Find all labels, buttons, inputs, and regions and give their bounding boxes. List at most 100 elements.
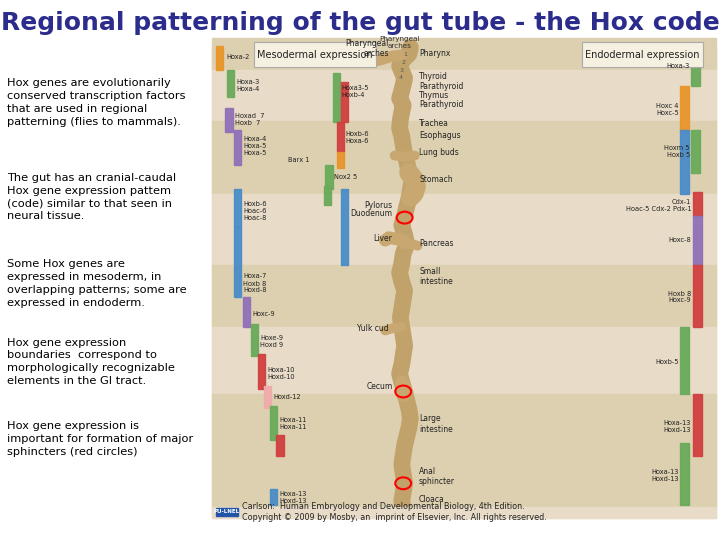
Bar xyxy=(234,130,241,165)
Text: Thyroid: Thyroid xyxy=(419,72,448,81)
Bar xyxy=(341,189,348,265)
Text: Hoxc-8: Hoxc-8 xyxy=(668,237,691,244)
Text: Hoxb 8
Hoxc-9: Hoxb 8 Hoxc-9 xyxy=(668,291,691,303)
Text: 3: 3 xyxy=(400,68,404,73)
Bar xyxy=(212,265,716,327)
Text: Carlson:  Human Embryology and Developmental Biology, 4th Edition.
Copyright © 2: Carlson: Human Embryology and Developmen… xyxy=(242,502,546,522)
Text: Hoxb-5: Hoxb-5 xyxy=(655,359,679,365)
Text: Pharyngeal
arches: Pharyngeal arches xyxy=(379,36,420,49)
Text: Cloaca: Cloaca xyxy=(419,495,445,504)
Bar xyxy=(212,394,716,508)
Bar xyxy=(0,0,720,46)
Text: Cdx-1
Hoac-5 Cdx-2 Pdx-1: Cdx-1 Hoac-5 Cdx-2 Pdx-1 xyxy=(626,199,691,212)
Text: Hoxb-6
Hoxa-6: Hoxb-6 Hoxa-6 xyxy=(346,131,369,144)
Bar xyxy=(234,227,241,297)
Text: Yulk cud: Yulk cud xyxy=(357,324,389,333)
Text: Hoxa-3: Hoxa-3 xyxy=(667,63,690,69)
Bar xyxy=(693,394,702,456)
Text: Hoxd-12: Hoxd-12 xyxy=(274,394,301,400)
Bar xyxy=(680,130,689,194)
Bar xyxy=(341,82,348,122)
Text: Hoxa-2: Hoxa-2 xyxy=(227,53,250,60)
Text: Pancreas: Pancreas xyxy=(419,239,454,247)
Bar xyxy=(225,108,233,132)
Bar xyxy=(227,70,234,97)
Bar xyxy=(212,327,716,394)
Bar xyxy=(212,38,716,70)
Bar xyxy=(680,86,689,131)
Text: Large
intestine: Large intestine xyxy=(419,414,453,434)
Text: Endodermal expression: Endodermal expression xyxy=(585,50,700,59)
Text: Hoxa-13
Hoxd-13: Hoxa-13 Hoxd-13 xyxy=(652,469,679,482)
Text: PU-LNEL: PU-LNEL xyxy=(214,509,240,515)
Text: Hoxa-10
Hoxd-10: Hoxa-10 Hoxd-10 xyxy=(267,367,294,380)
Text: Hoxc-9: Hoxc-9 xyxy=(252,311,274,318)
Text: Parathyroid: Parathyroid xyxy=(419,82,464,91)
Bar xyxy=(0,46,209,518)
Bar xyxy=(264,386,271,408)
Bar xyxy=(212,70,716,122)
Text: Barx 1: Barx 1 xyxy=(288,157,310,164)
FancyBboxPatch shape xyxy=(254,42,376,67)
Text: Hoxa3-5
Hoxb-4: Hoxa3-5 Hoxb-4 xyxy=(341,85,369,98)
Text: Hoxa-11
Hoxa-11: Hoxa-11 Hoxa-11 xyxy=(279,417,307,430)
Text: Regional patterning of the gut tube - the Hox code: Regional patterning of the gut tube - th… xyxy=(1,11,719,35)
Bar xyxy=(276,435,284,456)
Text: The gut has an cranial-caudal
Hox gene expression pattem
(code) similar to that : The gut has an cranial-caudal Hox gene e… xyxy=(7,173,176,221)
Text: Hoxe-9
Hoxd 9: Hoxe-9 Hoxd 9 xyxy=(260,335,283,348)
Text: Hox gene expression is
important for formation of major
sphincters (red circles): Hox gene expression is important for for… xyxy=(7,421,194,457)
Text: Hoxad  7
Hoxb  7: Hoxad 7 Hoxb 7 xyxy=(235,113,264,126)
Text: Nox2 5: Nox2 5 xyxy=(334,174,357,180)
Bar xyxy=(337,152,344,168)
Bar xyxy=(212,507,716,518)
Bar xyxy=(325,165,333,189)
FancyBboxPatch shape xyxy=(582,42,703,67)
Bar xyxy=(212,122,716,194)
Text: Hoxa-4
Hoxa-5
Hoxa-5: Hoxa-4 Hoxa-5 Hoxa-5 xyxy=(243,136,266,156)
Text: Parathyroid: Parathyroid xyxy=(419,100,464,109)
Bar xyxy=(270,489,277,505)
Text: Thymus: Thymus xyxy=(419,91,449,100)
Text: Pylorus: Pylorus xyxy=(364,201,392,210)
Bar xyxy=(337,122,344,152)
Bar xyxy=(212,194,716,265)
Text: 2: 2 xyxy=(402,59,406,65)
Text: Hoxa-13
Hoxd-13: Hoxa-13 Hoxd-13 xyxy=(279,491,307,504)
Bar xyxy=(680,327,689,394)
Text: Hox gene expression
boundaries  correspond to
morphologically recognizable
eleme: Hox gene expression boundaries correspon… xyxy=(7,338,175,386)
Bar xyxy=(691,130,700,173)
Bar xyxy=(691,46,700,86)
Text: Stomach: Stomach xyxy=(419,175,453,184)
Text: 1: 1 xyxy=(403,51,407,57)
Text: Hoxa-7
Hoxb 8
Hoxd-8: Hoxa-7 Hoxb 8 Hoxd-8 xyxy=(243,273,267,294)
Text: Liver: Liver xyxy=(374,234,392,243)
Bar xyxy=(234,189,241,227)
Bar xyxy=(693,265,702,327)
Text: Hoxm 5
Hoxb 5: Hoxm 5 Hoxb 5 xyxy=(665,145,690,158)
Bar xyxy=(216,508,238,516)
Bar xyxy=(324,186,331,205)
Bar xyxy=(212,46,716,518)
Text: Some Hox genes are
expressed in mesoderm, in
overlapping patterns; some are
expr: Some Hox genes are expressed in mesoderm… xyxy=(7,259,186,308)
Text: Pharyngeal
arches: Pharyngeal arches xyxy=(346,39,389,58)
Text: Hoxa-3
Hoxa-4: Hoxa-3 Hoxa-4 xyxy=(236,79,259,92)
Bar xyxy=(243,297,250,327)
Text: Trachea: Trachea xyxy=(419,119,449,127)
Bar xyxy=(258,354,265,389)
Text: Duodenum: Duodenum xyxy=(351,210,392,218)
Text: Cecum: Cecum xyxy=(366,382,392,390)
Bar xyxy=(270,406,277,440)
Bar xyxy=(251,324,258,356)
Text: Hoxc 4
Hoxc-5: Hoxc 4 Hoxc-5 xyxy=(656,103,679,116)
Bar xyxy=(680,443,689,505)
Bar xyxy=(693,192,702,216)
Text: Esophagus: Esophagus xyxy=(419,131,461,139)
Text: Small
intestine: Small intestine xyxy=(419,267,453,286)
Text: 4: 4 xyxy=(399,75,403,80)
Text: Mesodermal expression: Mesodermal expression xyxy=(257,50,373,59)
Text: Anal
sphincter: Anal sphincter xyxy=(419,467,455,486)
Bar xyxy=(216,46,223,70)
Bar xyxy=(333,73,340,122)
Text: Pharynx: Pharynx xyxy=(419,50,451,58)
Text: Lung buds: Lung buds xyxy=(419,148,459,157)
